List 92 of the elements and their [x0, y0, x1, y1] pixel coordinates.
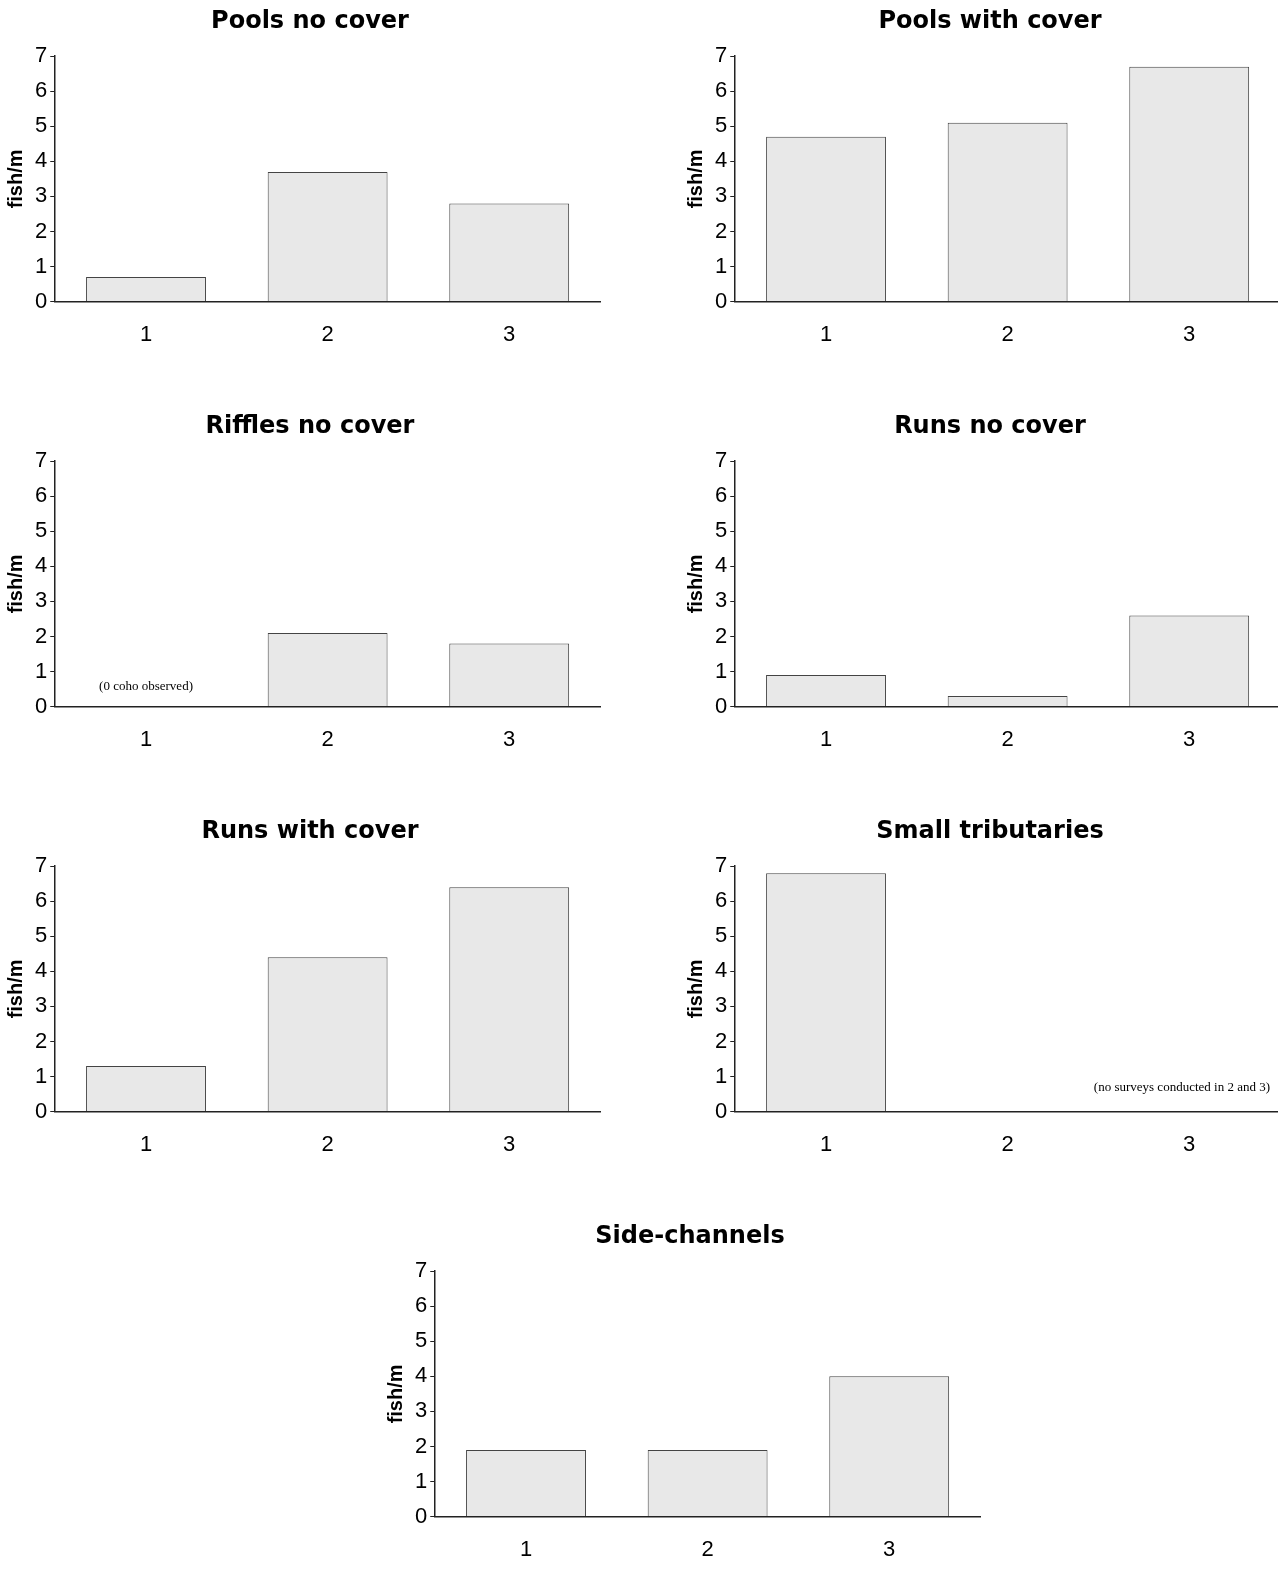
x-tick-label: 1: [819, 320, 833, 346]
y-tick-label: 2: [34, 622, 48, 648]
x-tick-label: 1: [139, 725, 153, 751]
y-tick-label: 3: [34, 182, 48, 208]
y-axis-title: fish/m: [3, 554, 26, 614]
y-tick-label: 2: [714, 217, 728, 243]
y-tick-label: 4: [714, 957, 728, 983]
y-tick-label: 3: [714, 992, 728, 1018]
annotation: (0 coho observed): [99, 677, 193, 693]
y-tick-label: 2: [714, 622, 728, 648]
x-tick-label: 3: [1183, 1130, 1196, 1156]
y-tick-label: 6: [714, 887, 728, 913]
x-tick-label: 3: [883, 1535, 896, 1561]
y-tick-label: 7: [714, 852, 728, 878]
y-tick-label: 6: [34, 887, 48, 913]
x-tick-label: 2: [321, 725, 334, 751]
y-tick-label: 0: [34, 287, 48, 313]
y-tick-label: 5: [34, 112, 48, 138]
y-tick-label: 0: [414, 1502, 428, 1528]
x-tick-label: 3: [503, 320, 516, 346]
x-tick-label: 1: [519, 1535, 533, 1561]
y-tick-label: 0: [34, 692, 48, 718]
x-tick-label: 3: [503, 1130, 516, 1156]
x-tick-label: 2: [321, 320, 334, 346]
y-tick-label: 5: [714, 517, 728, 543]
chart-title: Runs no cover: [893, 410, 1087, 441]
y-tick-label: 6: [714, 482, 728, 508]
x-tick-label: 2: [1001, 1130, 1014, 1156]
y-tick-label: 1: [34, 657, 48, 683]
chart-title: Runs with cover: [200, 815, 420, 846]
y-axis-title: fish/m: [383, 1364, 406, 1424]
y-tick-label: 3: [34, 587, 48, 613]
y-tick-label: 2: [34, 1027, 48, 1053]
y-tick-label: 1: [714, 657, 728, 683]
y-axis-title: fish/m: [3, 149, 26, 209]
y-tick-label: 1: [414, 1467, 428, 1493]
chart-title: Riffles no cover: [204, 410, 416, 441]
chart-title: Pools no cover: [210, 5, 410, 36]
y-tick-label: 4: [34, 957, 48, 983]
x-tick-label: 3: [1183, 725, 1196, 751]
annotation: (no surveys conducted in 2 and 3): [1093, 1078, 1270, 1094]
y-tick-label: 7: [34, 42, 48, 68]
y-tick-label: 4: [714, 552, 728, 578]
y-tick-label: 5: [34, 922, 48, 948]
y-tick-label: 7: [714, 42, 728, 68]
x-tick-label: 2: [1001, 725, 1014, 751]
y-tick-label: 7: [414, 1257, 428, 1283]
x-tick-label: 1: [819, 725, 833, 751]
y-tick-label: 7: [34, 447, 48, 473]
y-tick-label: 3: [34, 992, 48, 1018]
y-tick-label: 0: [714, 287, 728, 313]
x-tick-label: 1: [139, 1130, 153, 1156]
y-tick-label: 4: [34, 147, 48, 173]
y-tick-label: 6: [714, 77, 728, 103]
y-tick-label: 0: [714, 692, 728, 718]
chart-title: Small tributaries: [875, 815, 1105, 846]
x-tick-label: 3: [1183, 320, 1196, 346]
x-tick-label: 2: [321, 1130, 334, 1156]
y-tick-label: 7: [714, 447, 728, 473]
y-tick-label: 0: [34, 1097, 48, 1123]
y-axis-title: fish/m: [683, 149, 706, 209]
y-tick-label: 1: [34, 252, 48, 278]
y-tick-label: 2: [34, 217, 48, 243]
y-tick-label: 2: [714, 1027, 728, 1053]
x-tick-label: 2: [1001, 320, 1014, 346]
y-tick-label: 6: [34, 77, 48, 103]
y-tick-label: 5: [714, 112, 728, 138]
y-tick-label: 3: [714, 182, 728, 208]
y-tick-label: 5: [34, 517, 48, 543]
y-tick-label: 4: [34, 552, 48, 578]
y-tick-label: 6: [414, 1292, 428, 1318]
y-axis-title: fish/m: [683, 959, 706, 1019]
chart-title: Side-channels: [594, 1220, 786, 1251]
y-tick-label: 4: [714, 147, 728, 173]
y-tick-label: 3: [714, 587, 728, 613]
y-tick-label: 6: [34, 482, 48, 508]
y-tick-label: 0: [714, 1097, 728, 1123]
y-axis-title: fish/m: [683, 554, 706, 614]
y-tick-label: 1: [34, 1062, 48, 1088]
y-tick-label: 1: [714, 1062, 728, 1088]
y-tick-label: 4: [414, 1362, 428, 1388]
chart-title: Pools with cover: [877, 5, 1103, 36]
y-tick-label: 5: [714, 922, 728, 948]
y-tick-label: 1: [714, 252, 728, 278]
x-tick-label: 1: [139, 320, 153, 346]
x-tick-label: 1: [819, 1130, 833, 1156]
y-tick-label: 3: [414, 1397, 428, 1423]
y-axis-title: fish/m: [3, 959, 26, 1019]
x-tick-label: 3: [503, 725, 516, 751]
y-tick-label: 7: [34, 852, 48, 878]
y-tick-label: 5: [414, 1327, 428, 1353]
y-tick-label: 2: [414, 1432, 428, 1458]
